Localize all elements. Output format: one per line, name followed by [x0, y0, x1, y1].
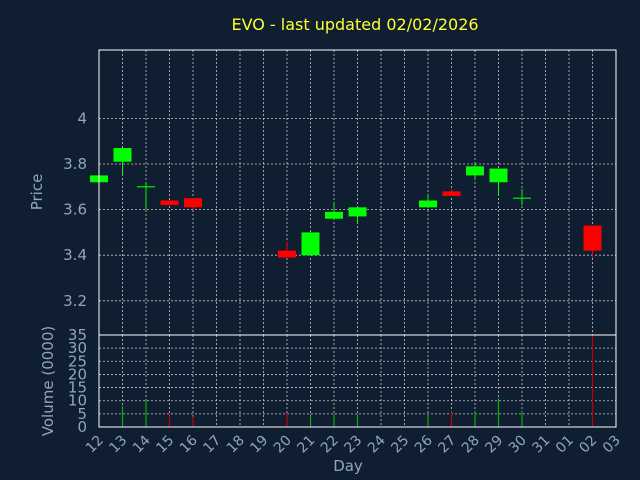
x-axis-label: Day	[333, 457, 363, 475]
price-tick-label: 3.6	[63, 201, 87, 219]
volume-tick-label: 20	[68, 365, 87, 383]
volume-tick-label: 25	[68, 352, 87, 370]
x-tick-label: 25	[388, 433, 412, 457]
x-tick-label: 24	[365, 432, 389, 456]
x-tick-label: 30	[506, 433, 530, 457]
volume-axis-label: Volume (0000)	[39, 326, 57, 436]
x-tick-label: 21	[294, 433, 318, 457]
x-tick-label: 23	[341, 433, 365, 457]
x-tick-label: 27	[435, 433, 459, 457]
volume-tick-label: 30	[68, 339, 87, 357]
candle-body	[442, 191, 461, 196]
x-tick-label: 03	[600, 433, 624, 457]
price-tick-label: 3.4	[63, 246, 87, 264]
x-tick-label: 31	[529, 433, 553, 457]
x-tick-label: 20	[271, 433, 295, 457]
candle-body	[466, 166, 484, 176]
candle-body	[419, 200, 437, 208]
chart-title: EVO - last updated 02/02/2026	[231, 15, 478, 34]
volume-plot-frame	[98, 334, 617, 428]
candle-body	[301, 232, 320, 256]
x-tick-label: 18	[224, 433, 248, 457]
x-tick-label: 13	[106, 433, 130, 457]
x-tick-label: 29	[482, 433, 506, 457]
x-tick-label: 19	[247, 433, 271, 457]
volume-tick-label: 15	[68, 379, 87, 397]
price-tick-label: 3.2	[63, 292, 87, 310]
volume-tick-label: 5	[77, 405, 87, 423]
x-tick-label: 26	[412, 432, 436, 456]
volume-tick-label: 35	[68, 326, 87, 344]
candle-body	[184, 198, 202, 208]
candle-body	[489, 168, 508, 183]
candle-body	[278, 250, 296, 258]
x-tick-label: 16	[177, 432, 201, 456]
x-tick-label: 14	[130, 432, 154, 456]
x-tick-label: 02	[576, 433, 600, 457]
x-tick-label: 12	[83, 433, 107, 457]
price-axis-label: Price	[28, 174, 46, 211]
price-tick-label: 3.8	[63, 155, 87, 173]
x-tick-label: 01	[553, 433, 577, 457]
volume-tick-label: 10	[68, 392, 87, 410]
x-tick-label: 22	[318, 433, 342, 457]
price-panel: 3.2 3.4 3.6 3.8 4 Price	[28, 49, 617, 336]
candle-body	[325, 211, 343, 219]
price-tick-label: 4	[77, 109, 87, 127]
candle-body	[348, 207, 367, 217]
price-plot-frame	[98, 49, 617, 336]
candle-body	[113, 148, 132, 162]
candle-body	[160, 200, 179, 206]
volume-tick-label: 0	[77, 418, 87, 436]
x-tick-label: 15	[153, 433, 177, 457]
x-tick-label: 17	[200, 433, 224, 457]
candle-body	[583, 225, 602, 251]
x-tick-label: 28	[459, 433, 483, 457]
